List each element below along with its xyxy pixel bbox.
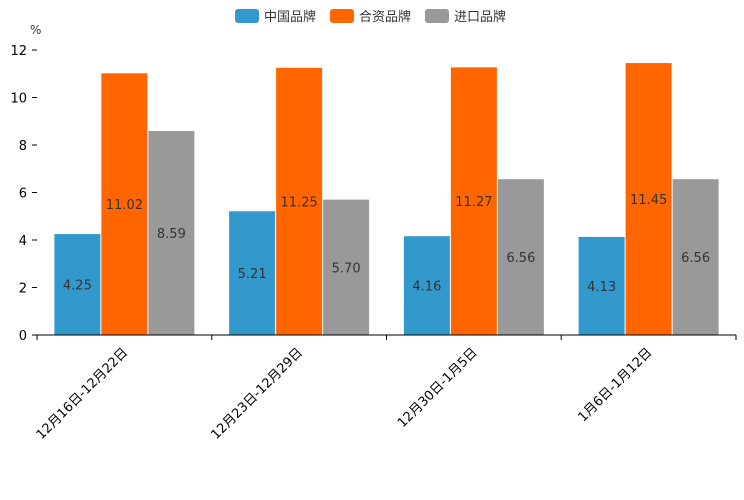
legend: 中国品牌 合资品牌 进口品牌 (235, 9, 506, 25)
x-tick-label: 1月6日-1月12日 (576, 345, 656, 425)
legend-label: 中国品牌 (264, 9, 316, 25)
bar-3-2 (672, 179, 719, 335)
bars (54, 63, 719, 336)
y-tick-label: 2 (19, 282, 27, 297)
bar-0-1 (101, 73, 148, 336)
x-tick-label: 12月16日-12月22日 (34, 345, 131, 442)
data-label: 6.56 (681, 251, 710, 266)
legend-label: 进口品牌 (454, 9, 506, 25)
legend-item-1[interactable]: 合资品牌 (330, 9, 411, 25)
data-label: 8.59 (157, 227, 186, 242)
bar-1-1 (276, 67, 323, 335)
y-tick-label: 10 (10, 92, 27, 107)
data-label: 11.25 (281, 195, 318, 210)
bar-0-0 (54, 234, 101, 335)
data-label: 5.70 (332, 261, 361, 276)
y-tick-label: 4 (19, 234, 27, 249)
legend-item-2[interactable]: 进口品牌 (425, 9, 506, 25)
bar-3-1 (625, 63, 672, 335)
legend-swatch (330, 9, 354, 23)
data-label: 4.16 (412, 280, 441, 295)
y-tick-label: 0 (19, 329, 27, 344)
y-tick-label: 6 (19, 187, 27, 202)
x-axis: 12月16日-12月22日 12月23日-12月29日 12月30日-1月5日 1月6… (34, 334, 737, 443)
bar-2-2 (497, 179, 544, 335)
bar-1-2 (323, 199, 370, 335)
data-label: 11.02 (106, 198, 143, 213)
data-label: 4.25 (63, 279, 92, 294)
y-axis-unit-label: % (30, 23, 41, 37)
legend-item-0[interactable]: 中国品牌 (235, 9, 316, 25)
x-tick-label: 12月23日-12月29日 (208, 345, 305, 442)
data-label: 11.27 (455, 195, 492, 210)
bar-1-0 (229, 211, 276, 335)
bar-0-2 (148, 130, 195, 335)
y-tick-label: 12 (10, 44, 27, 59)
bar-2-0 (403, 236, 450, 335)
value-labels: 4.25 11.02 8.59 5.21 11.25 5.70 4.16 11.27 6.56 4… (63, 193, 710, 295)
legend-swatch (425, 9, 449, 23)
bar-3-0 (578, 236, 625, 335)
bar-2-1 (450, 67, 497, 336)
data-label: 6.56 (506, 251, 535, 266)
x-tick-label: 12月30日-1月5日 (395, 345, 481, 431)
legend-swatch (235, 9, 259, 23)
y-axis: 0 2 4 6 8 10 12 (10, 44, 37, 344)
data-label: 11.45 (630, 193, 667, 208)
legend-label: 合资品牌 (359, 9, 411, 25)
y-tick-label: 8 (19, 139, 27, 154)
data-label: 5.21 (238, 267, 267, 282)
data-label: 4.13 (587, 280, 616, 295)
